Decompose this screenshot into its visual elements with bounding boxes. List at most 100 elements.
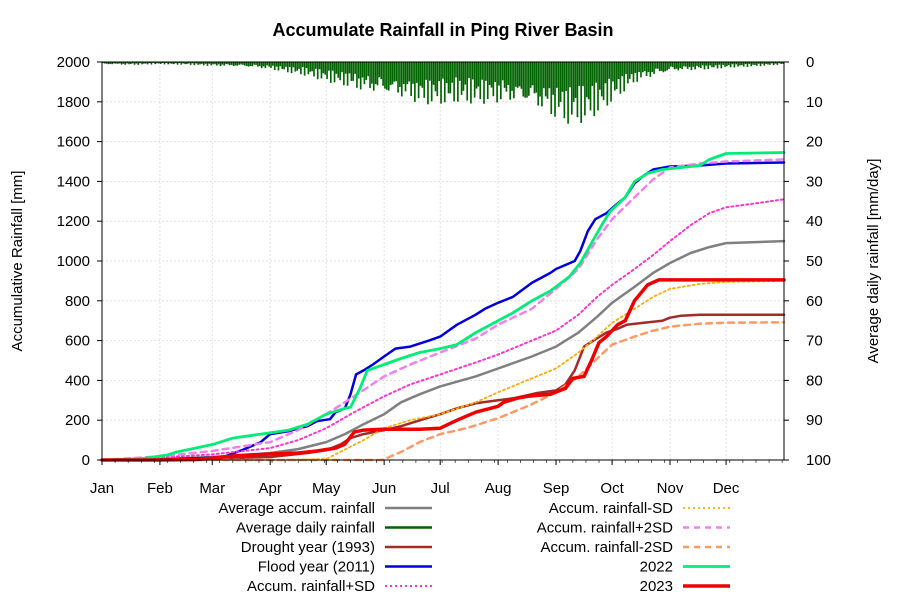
daily-rainfall-bar	[737, 62, 739, 67]
daily-rainfall-bar	[643, 62, 646, 72]
daily-rainfall-bar	[131, 62, 134, 64]
y2-tick-label: 60	[806, 293, 823, 310]
daily-rainfall-bar	[604, 62, 607, 84]
daily-rainfall-bar	[419, 62, 422, 86]
daily-rainfall-bar	[118, 62, 121, 64]
daily-rainfall-bar	[283, 62, 285, 70]
daily-rainfall-bar	[584, 62, 586, 116]
daily-rainfall-bar	[501, 62, 504, 81]
daily-rainfall-bar	[757, 62, 760, 64]
daily-rainfall-bar	[197, 62, 199, 65]
daily-rainfall-bar	[266, 62, 269, 66]
x-tick-label: Oct	[600, 480, 624, 497]
daily-rainfall-bar	[229, 62, 231, 66]
daily-rainfall-bar	[144, 62, 147, 64]
daily-rainfall-bar	[735, 62, 738, 65]
daily-rainfall-bar	[414, 62, 416, 102]
daily-rainfall-bar	[750, 62, 753, 67]
daily-rainfall-bar	[655, 62, 657, 69]
daily-rainfall-bar	[550, 62, 553, 114]
daily-rainfall-bar	[264, 62, 267, 69]
daily-rainfall-bar	[253, 62, 256, 65]
daily-rainfall-bar	[109, 62, 112, 64]
daily-rainfall-bar	[569, 62, 571, 88]
daily-rainfall-bar	[393, 62, 396, 82]
daily-rainfall-bar	[182, 62, 185, 64]
daily-rainfall-bar	[369, 62, 371, 89]
daily-rainfall-bar	[245, 62, 248, 66]
y2-tick-label: 40	[806, 213, 823, 230]
legend-label: Drought year (1993)	[241, 539, 375, 556]
daily-rainfall-bar	[679, 62, 682, 69]
legend-label: Average daily rainfall	[236, 520, 375, 537]
daily-rainfall-bar	[589, 62, 592, 111]
daily-rainfall-bar	[163, 62, 166, 65]
daily-rainfall-bar	[636, 62, 639, 82]
daily-rainfall-bar	[563, 62, 566, 119]
daily-rainfall-bar	[255, 62, 257, 65]
daily-rainfall-bar	[343, 62, 345, 86]
daily-rainfall-bar	[309, 62, 312, 72]
y-tick-label: 1800	[57, 94, 90, 111]
daily-rainfall-bar	[731, 62, 734, 65]
daily-rainfall-bar	[602, 62, 605, 101]
daily-rainfall-bar	[428, 62, 431, 81]
daily-rainfall-bar	[158, 62, 160, 64]
daily-rainfall-bar	[670, 62, 672, 67]
daily-rainfall-bar	[744, 62, 747, 65]
daily-rainfall-bar	[313, 62, 315, 77]
daily-rainfall-bar	[322, 62, 325, 74]
daily-rainfall-bar	[141, 62, 143, 65]
daily-rainfall-bar	[305, 62, 308, 69]
daily-rainfall-bar	[776, 62, 779, 65]
daily-rainfall-bar	[346, 62, 349, 86]
legend-label: Accum. rainfall+2SD	[537, 520, 673, 537]
series-line-accum-rainfall-2sd	[100, 321, 786, 462]
daily-rainfall-bar	[307, 62, 310, 75]
daily-rainfall-bar	[277, 62, 280, 71]
daily-rainfall-bar	[774, 62, 777, 64]
daily-rainfall-bar	[281, 62, 284, 69]
series-line-2022	[100, 151, 786, 462]
daily-rainfall-bar	[681, 62, 683, 70]
daily-rainfall-bar	[703, 62, 706, 70]
daily-rainfall-bar	[526, 62, 528, 98]
y2-tick-label: 0	[806, 54, 814, 71]
daily-rainfall-bar	[535, 62, 538, 93]
daily-rainfall-bar	[288, 62, 291, 67]
daily-rainfall-bar	[625, 62, 627, 75]
daily-rainfall-bar	[438, 62, 440, 82]
daily-rainfall-bar	[761, 62, 764, 64]
daily-rainfall-bar	[402, 62, 405, 85]
legend-label: Flood year (2011)	[258, 559, 375, 576]
y2-tick-label: 70	[806, 333, 823, 350]
daily-rainfall-bar	[595, 62, 597, 83]
daily-rainfall-bar	[539, 62, 541, 97]
daily-rainfall-bar	[739, 62, 741, 66]
y2-tick-label: 20	[806, 134, 823, 151]
daily-rainfall-bar	[716, 62, 719, 69]
daily-rainfall-bar	[666, 62, 668, 71]
daily-rainfall-bar	[608, 62, 611, 79]
daily-rainfall-bar	[249, 62, 252, 67]
daily-rainfall-bar	[214, 62, 216, 65]
daily-rainfall-bar	[262, 62, 265, 67]
daily-rainfall-bar	[208, 62, 211, 64]
daily-rainfall-bar	[780, 62, 782, 64]
daily-rainfall-bar	[367, 62, 369, 77]
daily-rainfall-bar	[204, 62, 207, 64]
daily-rainfall-bar	[290, 62, 293, 74]
daily-rainfall-bar	[300, 62, 302, 75]
daily-rainfall-bar	[137, 62, 140, 65]
daily-rainfall-bar	[546, 62, 549, 99]
legend-label: Accum. rainfall-2SD	[540, 539, 673, 556]
series-line-accum-rainfall-2sd	[100, 158, 786, 462]
daily-rainfall-bar	[724, 62, 726, 67]
daily-rainfall-bar	[260, 62, 263, 69]
daily-rainfall-bar	[520, 62, 523, 89]
y2-axis-title: Average daily rainfall [mm/day]	[865, 159, 882, 364]
daily-rainfall-bar	[174, 62, 177, 64]
daily-rainfall-bar	[462, 62, 465, 91]
daily-rainfall-bar	[677, 62, 680, 71]
daily-rainfall-bar	[301, 62, 304, 68]
